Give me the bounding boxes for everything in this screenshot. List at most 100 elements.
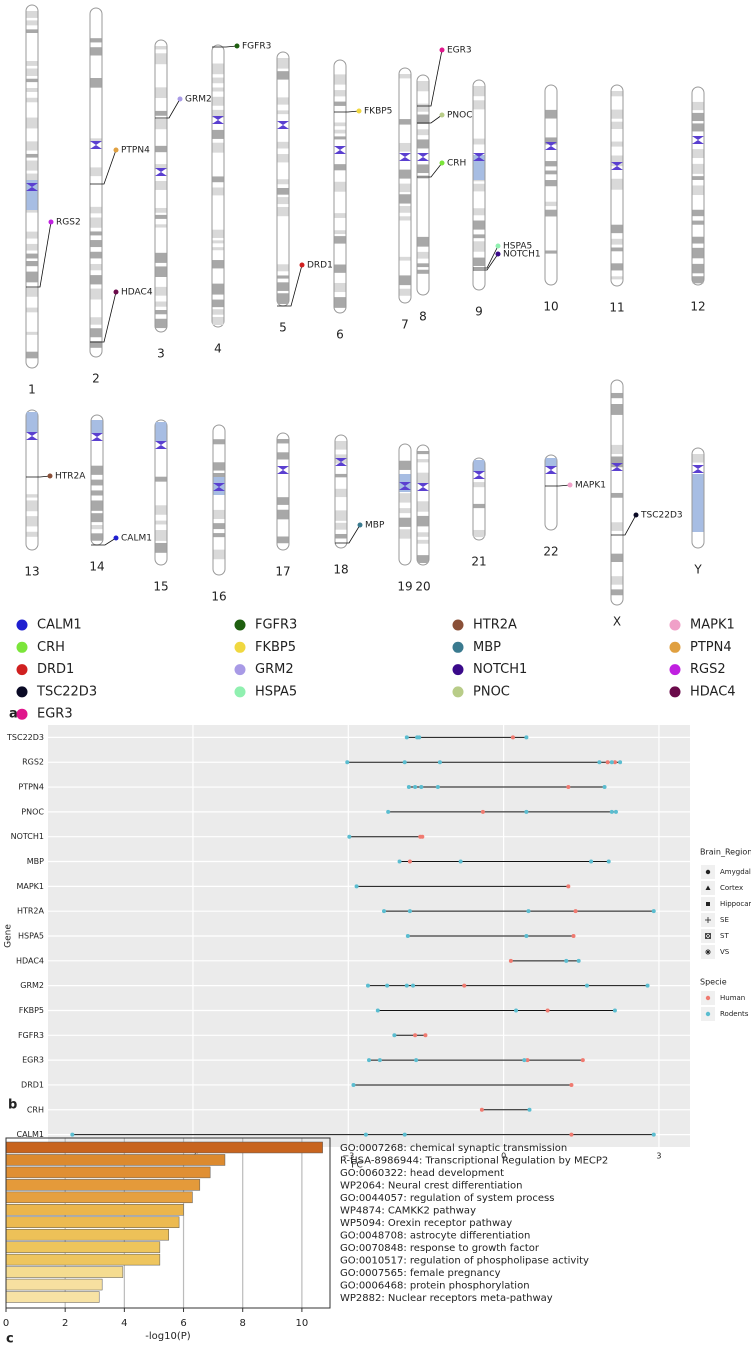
data-point <box>580 1058 585 1063</box>
bar-label: GO:0060322: head development <box>340 1168 504 1179</box>
data-point <box>569 1082 574 1087</box>
legend-swatch <box>234 619 246 631</box>
gene-label: CRH <box>447 159 466 169</box>
chromosome-band <box>212 87 224 92</box>
data-point <box>411 983 416 988</box>
chromosome-band <box>399 183 411 193</box>
chromosome-label: 21 <box>471 555 486 569</box>
data-point <box>480 809 485 814</box>
legend-swatch <box>16 619 28 631</box>
chromosome-band <box>212 187 224 196</box>
y-tick-label: NOTCH1 <box>11 832 44 841</box>
gene-dot <box>113 289 119 295</box>
chromosome-band <box>334 90 346 97</box>
gene-label: GRM2 <box>185 95 212 105</box>
chromosome-band <box>155 318 167 329</box>
legend-swatch <box>16 686 28 698</box>
gene-dot <box>48 219 54 225</box>
chromosome-band <box>26 231 38 239</box>
chromosome-band <box>692 101 704 111</box>
chromosome-band <box>692 236 704 244</box>
legend-label: MBP <box>473 640 501 655</box>
data-point <box>576 958 581 963</box>
chromosome-label: 15 <box>153 580 168 594</box>
chromosome-band <box>399 194 411 204</box>
legend-symbol <box>705 917 711 923</box>
chromosome-band <box>26 500 38 512</box>
centromere <box>212 116 224 124</box>
chromosome-band <box>26 261 38 267</box>
bar-label: GO:0010517: regulation of phospholipase … <box>340 1255 589 1266</box>
chromosome-band <box>26 494 38 498</box>
chromosome-band <box>90 275 102 285</box>
chromosome-band <box>155 266 167 277</box>
data-point <box>382 909 387 914</box>
chromosome-band <box>399 517 411 527</box>
data-point <box>526 909 531 914</box>
chromosome-band <box>399 169 411 179</box>
gene-dot <box>177 96 183 102</box>
legend-symbol <box>705 869 711 875</box>
data-point <box>413 1033 418 1038</box>
chromosome-band <box>91 465 103 475</box>
data-point <box>545 1008 550 1013</box>
centromere <box>473 153 485 161</box>
chromosome-band <box>26 78 38 83</box>
chromosome-band <box>473 529 485 538</box>
chromosome-band <box>611 456 623 468</box>
gene-dot <box>439 160 445 166</box>
chromosome-label: 20 <box>415 580 430 594</box>
x-axis-title: -log10(P) <box>145 1331 191 1342</box>
legend-title: Brain_Region <box>700 848 751 857</box>
bar <box>5 1241 161 1253</box>
chromosome-band <box>26 287 38 297</box>
chromosome-band <box>26 141 38 151</box>
chromosome-band <box>399 275 411 286</box>
bar <box>5 1141 323 1154</box>
chromosome-band <box>399 256 411 261</box>
chromosome-band <box>212 229 224 238</box>
gene-label: PTPN4 <box>121 146 150 156</box>
x-axis-title: FC <box>351 1161 362 1171</box>
gene-pointer <box>26 221 52 288</box>
chromosome-band <box>692 209 704 217</box>
chromosome-band <box>399 216 411 221</box>
y-tick-label: TSC22D3 <box>6 733 44 742</box>
chromosome-band <box>90 206 102 214</box>
legend-label: VS <box>720 948 730 956</box>
data-point <box>406 785 411 790</box>
legend-symbol <box>705 885 711 890</box>
chromosome-band <box>155 181 167 190</box>
chromosome-band <box>26 61 38 66</box>
bar-label: WP4874: CAMKK2 pathway <box>340 1206 476 1217</box>
gene-label: PNOC <box>447 111 473 121</box>
chromosome-band <box>91 533 103 541</box>
gene-pointer <box>417 162 443 178</box>
data-point <box>589 859 594 864</box>
legend-swatch <box>452 664 464 676</box>
chromosome-band <box>277 197 289 205</box>
data-point <box>417 735 422 740</box>
y-tick-label: GRM2 <box>20 981 44 990</box>
gene-pointer <box>26 475 51 478</box>
chromosome-band <box>545 109 557 119</box>
legend-swatch <box>452 641 464 653</box>
chromosome-band <box>334 236 346 244</box>
chromosome-band <box>399 508 411 514</box>
chromosome-band <box>90 78 102 88</box>
y-tick-label: FGFR3 <box>18 1031 44 1040</box>
chromosome-band <box>611 121 623 130</box>
chromosome-band <box>90 240 102 248</box>
data-point <box>510 735 515 740</box>
gene-pointer <box>473 245 499 269</box>
gene-label: RGS2 <box>56 218 81 228</box>
legend-label: TSC22D3 <box>36 684 97 699</box>
data-point <box>605 760 610 765</box>
chromosome-band <box>91 479 103 486</box>
legend-symbol <box>705 949 711 955</box>
chromosome-band <box>692 263 704 274</box>
gene-label: DRD1 <box>307 261 333 271</box>
chromosome-band <box>155 87 167 99</box>
chromosome-band <box>335 522 347 530</box>
chromosome-band <box>335 533 347 539</box>
